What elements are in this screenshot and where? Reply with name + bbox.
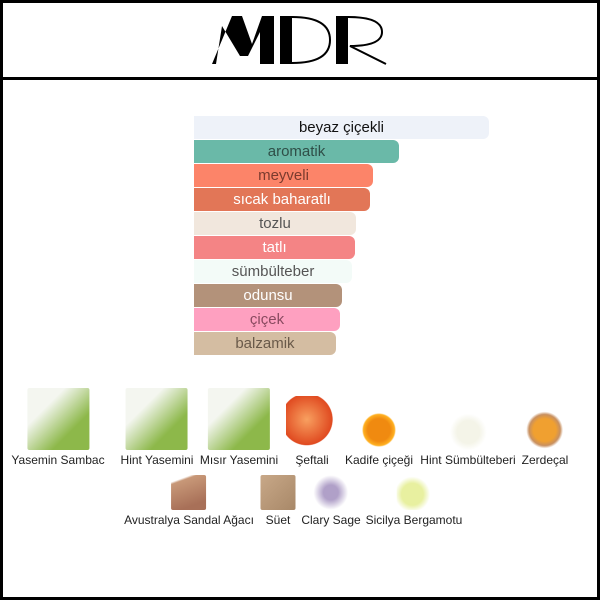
note-label: Clary Sage: [301, 513, 361, 527]
note-item[interactable]: Kadife çiçeği: [345, 410, 413, 467]
note-item[interactable]: Hint Yasemini: [120, 388, 194, 467]
note-item[interactable]: Mısır Yasemini: [200, 388, 278, 467]
jasmine-icon: [125, 388, 188, 450]
note-item[interactable]: Sicilya Bergamotu: [365, 475, 463, 527]
note-item[interactable]: Hint Sümbülteberi: [420, 412, 516, 467]
marigold-icon: [358, 410, 399, 450]
turmeric-icon: [525, 410, 565, 450]
accord-bar: balzamik: [194, 332, 336, 355]
note-item[interactable]: Süet: [260, 475, 296, 527]
note-item[interactable]: Avustralya Sandal Ağacı: [124, 475, 254, 527]
note-item[interactable]: Zerdeçal: [521, 410, 569, 467]
note-label: Mısır Yasemini: [199, 453, 279, 467]
accord-bar: odunsu: [194, 284, 343, 307]
header: [0, 0, 600, 80]
jasmine-icon: [208, 388, 270, 450]
accord-bar: aromatik: [194, 140, 400, 163]
bergamot-icon: [396, 475, 432, 510]
note-item[interactable]: Şeftali: [286, 396, 338, 467]
accord-bar: çiçek: [194, 308, 341, 331]
note-label: Hint Sümbülteberi: [420, 453, 516, 467]
sage-icon: [313, 475, 349, 510]
note-label: Kadife çiçeği: [344, 453, 414, 467]
accord-bar: meyveli: [194, 164, 374, 187]
note-label: Hint Yasemini: [120, 453, 194, 467]
note-label: Şeftali: [295, 453, 329, 467]
peach-icon: [286, 396, 338, 448]
accord-bar: tatlı: [194, 236, 356, 259]
accord-bar: tozlu: [194, 212, 356, 235]
note-label: Avustralya Sandal Ağacı: [124, 513, 254, 527]
note-item[interactable]: Clary Sage: [301, 475, 361, 527]
tuberose-icon: [447, 412, 488, 452]
note-label: Sicilya Bergamotu: [365, 513, 463, 527]
accord-bar: sıcak baharatlı: [194, 188, 371, 211]
accord-bar: sümbülteber: [194, 260, 353, 283]
accord-bar: beyaz çiçekli: [194, 116, 489, 139]
mdr-logo: [212, 16, 387, 65]
note-item[interactable]: Yasemin Sambac: [11, 388, 105, 467]
suede-icon: [260, 475, 296, 510]
jasmine-icon: [27, 388, 89, 450]
note-label: Zerdeçal: [521, 453, 569, 467]
sandalwood-icon: [171, 475, 207, 510]
note-label: Yasemin Sambac: [11, 453, 105, 467]
note-label: Süet: [265, 513, 291, 527]
